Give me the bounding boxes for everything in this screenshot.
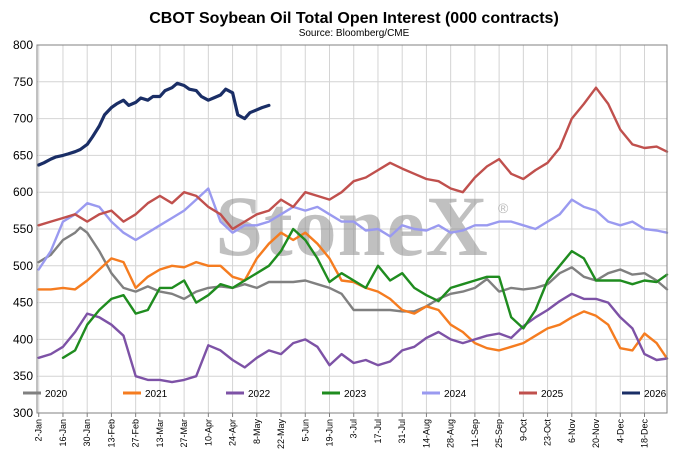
x-tick-label: 3-Jul [349,419,359,439]
legend-label-2021: 2021 [145,389,168,400]
y-tick-label: 600 [13,185,33,199]
y-tick-label: 550 [13,222,33,236]
x-tick-label: 27-Mar [179,419,189,448]
x-tick-label: 27-Feb [131,419,141,448]
x-tick-label: 17-Jul [373,419,383,444]
x-tick-label: 16-Jan [58,419,68,447]
x-tick-label: 30-Jan [82,419,92,447]
y-tick-label: 650 [13,148,33,162]
series-line-2024 [37,187,669,271]
legend-label-2020: 2020 [45,389,68,400]
watermark-registered-mark: ® [498,200,509,216]
series-line-2021 [37,231,669,360]
x-tick-label: 23-Oct [543,419,553,447]
x-tick-label: 18-Dec [640,419,650,449]
x-tick-label: 22-May [276,419,286,450]
x-tick-label: 25-Sep [494,419,504,448]
series-line-2023 [61,227,669,359]
x-tick-label: 20-Nov [591,419,601,449]
x-tick-label: 9-Oct [518,419,528,442]
series-line-2022 [37,292,669,384]
x-axis: 2-Jan 16-Jan 30-Jan 13-Feb 27-Feb 13-Mar 27-Ma… [34,413,650,449]
plot-frame [36,44,668,414]
y-tick-label: 800 [13,38,33,52]
y-tick-label: 750 [13,75,33,89]
x-tick-label: 14-Aug [421,419,431,448]
legend-label-2026: 2026 [644,389,667,400]
x-tick-label: 2-Jan [34,419,44,442]
x-tick-label: 5-Jun [300,419,310,442]
legend-label-2024: 2024 [444,389,467,400]
legend-label-2025: 2025 [541,389,564,400]
y-tick-label: 700 [13,112,33,126]
x-tick-label: 28-Aug [446,419,456,448]
y-tick-label: 450 [13,296,33,310]
y-tick-label: 300 [13,406,33,420]
x-tick-label: 19-Jun [325,419,335,447]
series-line-2020 [37,226,669,313]
chart-title: CBOT Soybean Oil Total Open Interest (00… [149,10,559,27]
x-tick-label: 13-Feb [106,419,116,448]
watermark-text: StoneX [215,178,489,274]
series-line-2025 [37,86,669,231]
x-tick-label: 31-Jul [397,419,407,444]
legend-label-2023: 2023 [344,389,367,400]
series-line-2026 [37,81,271,167]
x-tick-label: 6-Nov [567,419,577,444]
legend-label-2022: 2022 [248,389,271,400]
legend: 2020 2021 2022 2023 2024 2025 2026 [23,389,667,400]
x-tick-label: 4-Dec [615,419,625,444]
y-axis: 300 350 400 450 500 550 600 650 700 750 800 [13,38,33,420]
y-tick-label: 500 [13,259,33,273]
x-tick-label: 13-Mar [155,419,165,448]
y-tick-label: 400 [13,332,33,346]
series-lines [37,81,669,384]
stonex-watermark: StoneX ® [215,178,509,274]
y-tick-label: 350 [13,369,33,383]
chart-subtitle: Source: Bloomberg/CME [299,28,410,39]
x-tick-label: 11-Sep [470,419,480,447]
x-tick-label: 10-Apr [203,419,213,446]
x-tick-label: 24-Apr [228,419,238,446]
x-tick-label: 8-May [252,419,262,445]
